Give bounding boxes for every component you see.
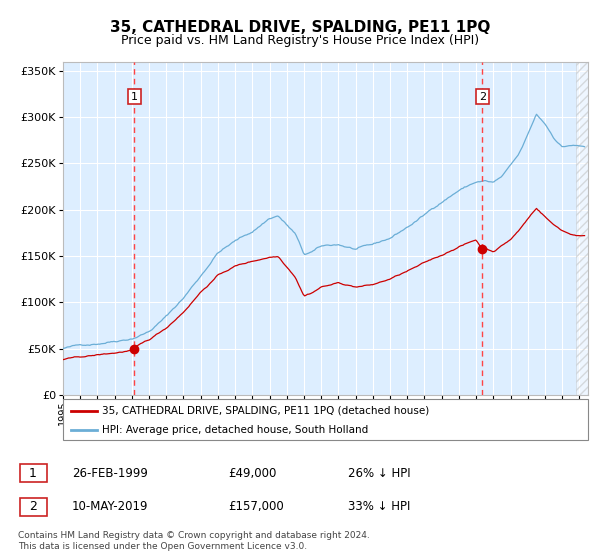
Text: 26-FEB-1999: 26-FEB-1999 — [72, 466, 148, 480]
Text: 2: 2 — [479, 92, 486, 101]
Bar — [577, 62, 588, 395]
Text: Contains HM Land Registry data © Crown copyright and database right 2024.: Contains HM Land Registry data © Crown c… — [18, 531, 370, 540]
Text: This data is licensed under the Open Government Licence v3.0.: This data is licensed under the Open Gov… — [18, 542, 307, 550]
Text: HPI: Average price, detached house, South Holland: HPI: Average price, detached house, Sout… — [103, 425, 368, 435]
Text: Price paid vs. HM Land Registry's House Price Index (HPI): Price paid vs. HM Land Registry's House … — [121, 34, 479, 46]
Text: 35, CATHEDRAL DRIVE, SPALDING, PE11 1PQ (detached house): 35, CATHEDRAL DRIVE, SPALDING, PE11 1PQ … — [103, 405, 430, 416]
Text: £157,000: £157,000 — [228, 500, 284, 514]
Text: 35, CATHEDRAL DRIVE, SPALDING, PE11 1PQ: 35, CATHEDRAL DRIVE, SPALDING, PE11 1PQ — [110, 20, 490, 35]
Text: 2: 2 — [29, 500, 37, 514]
Text: £49,000: £49,000 — [228, 466, 277, 480]
Text: 10-MAY-2019: 10-MAY-2019 — [72, 500, 149, 514]
Text: 26% ↓ HPI: 26% ↓ HPI — [348, 466, 410, 480]
Text: 1: 1 — [131, 92, 138, 101]
Text: 33% ↓ HPI: 33% ↓ HPI — [348, 500, 410, 514]
Text: 1: 1 — [29, 466, 37, 480]
